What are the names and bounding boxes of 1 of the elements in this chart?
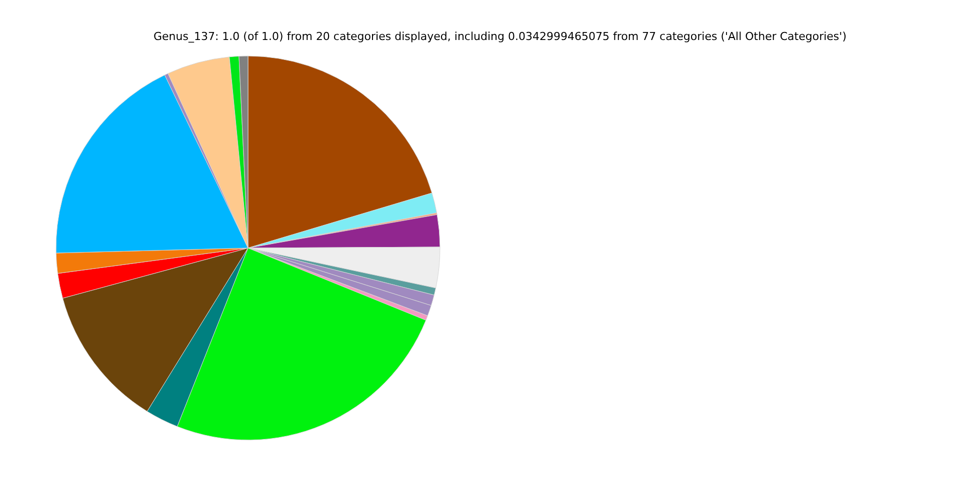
text: Genus_137: 1.0 (of 1.0) from 20 categories displayed, including 0.0342999465075 from 77 categories ('All Other Categories') [154, 30, 846, 43]
